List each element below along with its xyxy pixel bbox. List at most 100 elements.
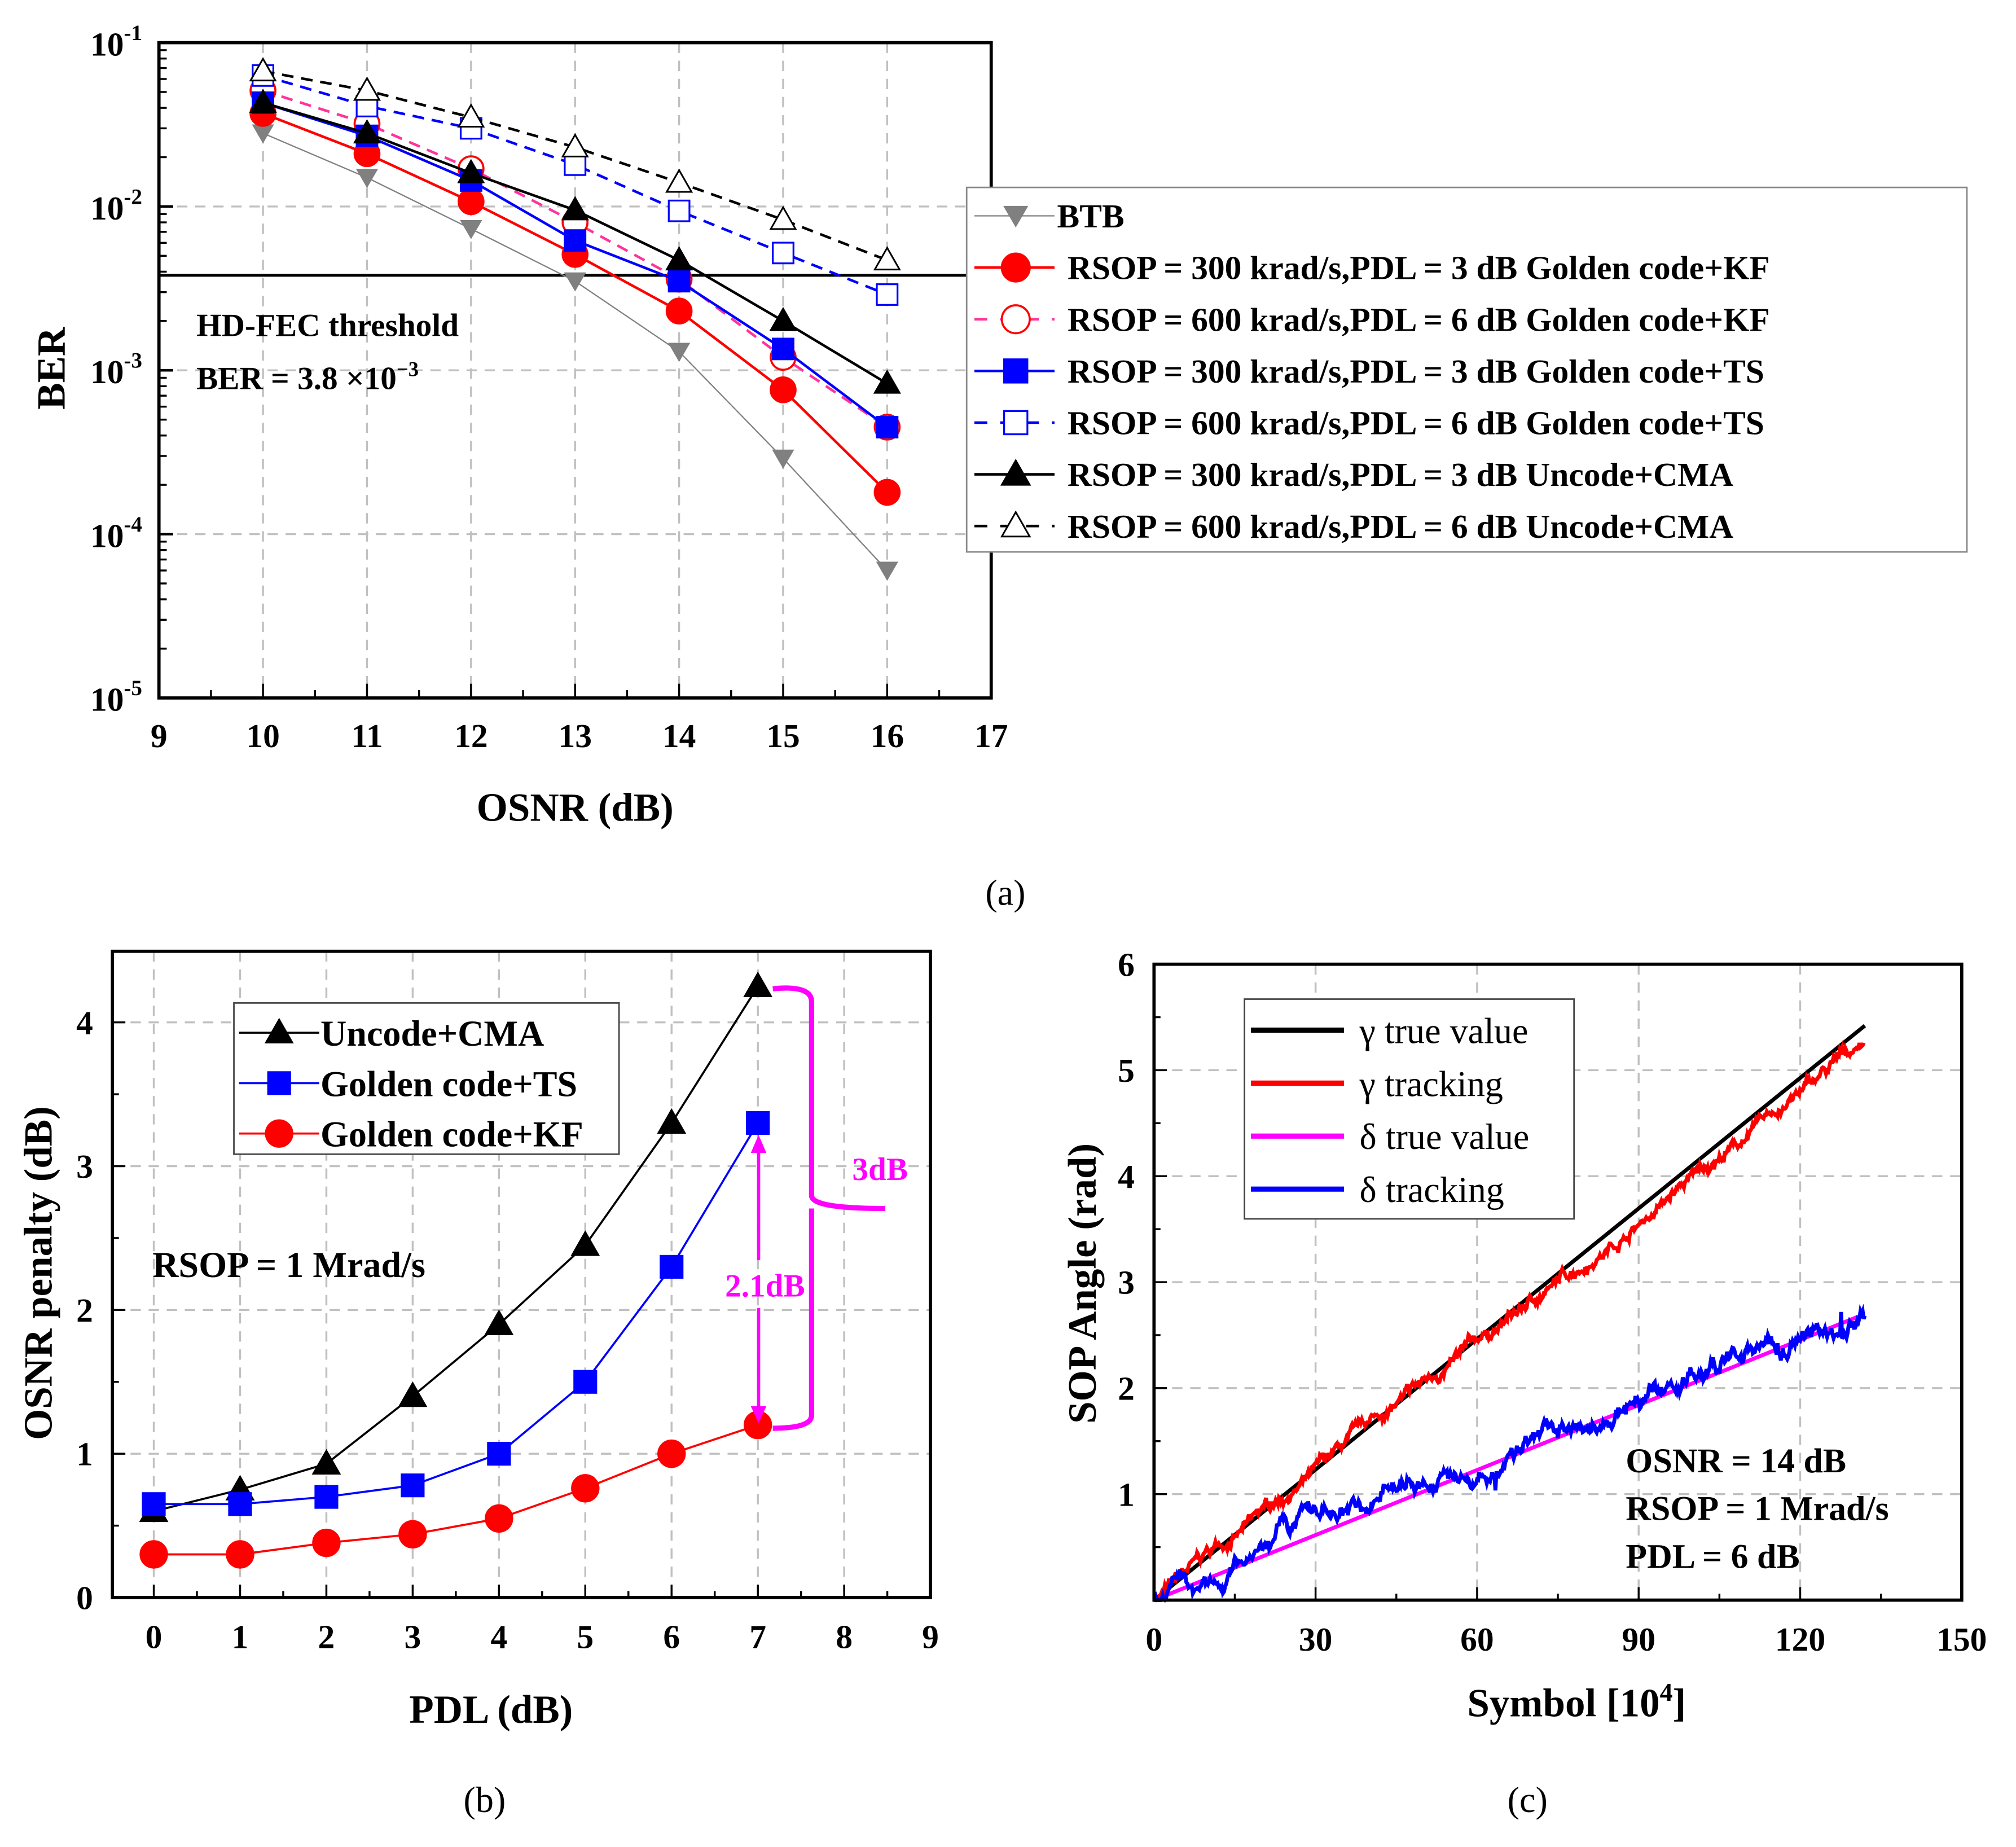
legend-marker (264, 1017, 294, 1044)
y-tick-label: 10-3 (90, 349, 142, 391)
condition-annotation: OSNR = 14 dB (1626, 1442, 1846, 1480)
data-point (657, 1108, 687, 1134)
data-point (353, 119, 381, 144)
data-point (485, 1504, 513, 1533)
series-line (153, 1424, 758, 1556)
legend-marker (1003, 410, 1029, 436)
series-line (153, 986, 759, 1512)
x-tick-label: 13 (558, 717, 592, 754)
x-tick-label: 9 (151, 717, 168, 754)
data-point (772, 242, 794, 265)
y-tick-exponent: -1 (124, 21, 142, 45)
plot-frame (1152, 962, 1964, 1602)
legend-box (1244, 998, 1575, 1220)
data-point (311, 1449, 341, 1475)
y-tick-base: 10 (90, 517, 124, 554)
x-axis-label-exponent: 4 (1660, 1678, 1673, 1706)
y-tick-label: 5 (1118, 1052, 1135, 1089)
legend-label: Golden code+KF (320, 1115, 583, 1155)
data-point (746, 1111, 770, 1135)
data-point (769, 306, 797, 331)
data-point (457, 103, 485, 128)
x-tick-label: 9 (922, 1618, 939, 1655)
legend-marker (267, 1071, 291, 1095)
data-point (876, 283, 899, 306)
condition-annotation: RSOP = 1 Mrad/s (1626, 1490, 1888, 1528)
data-point (667, 343, 691, 362)
x-tick-label: 17 (974, 717, 1008, 754)
legend-marker (1000, 252, 1031, 283)
legend-marker (1003, 358, 1029, 384)
x-tick-label: 150 (1936, 1621, 1987, 1658)
y-tick-label: 10-1 (90, 21, 142, 63)
series-2 (139, 1410, 772, 1569)
data-point (561, 196, 589, 221)
x-axis-label: Symbol [104] (1467, 1678, 1686, 1725)
x-tick-label: 12 (454, 717, 488, 754)
y-tick-exponent: -2 (124, 185, 142, 209)
legend-label: Golden code+TS (320, 1064, 577, 1104)
legend-label: RSOP = 600 krad/s,PDL = 6 dB Golden code… (1068, 405, 1764, 442)
data-point (873, 246, 901, 271)
threshold-label: HD-FEC threshold (196, 308, 459, 344)
y-tick-exponent: -3 (124, 349, 142, 373)
y-tick-label: 4 (76, 1004, 93, 1041)
caption-a: (a) (985, 872, 1025, 912)
data-point (312, 1528, 341, 1558)
data-point (772, 337, 794, 361)
y-tick-label: 1 (1118, 1476, 1135, 1513)
x-axis-label: PDL (dB) (409, 1688, 573, 1732)
data-point (665, 168, 693, 193)
data-point (665, 297, 693, 325)
y-tick-base: 10 (90, 353, 124, 391)
plot-frame (111, 949, 932, 1599)
x-tick-label: 8 (836, 1618, 853, 1655)
y-tick-label: 10-5 (90, 676, 142, 718)
legend-label: δ tracking (1359, 1170, 1504, 1210)
legend-label: BTB (1057, 198, 1125, 235)
rsop-annotation: RSOP = 1 Mrad/s (152, 1245, 425, 1285)
series-4 (252, 64, 899, 306)
x-axis-label: OSNR (dB) (477, 786, 674, 830)
legend-label: δ true value (1359, 1117, 1529, 1157)
chart-b-osnr-penalty-vs-pdl: 2.1dB 3dB RSOP = 1 Mrad/s Uncode+CMA Golden … (17, 949, 939, 1820)
y-tick-base: 10 (90, 190, 124, 227)
x-tick-label: 15 (766, 717, 800, 754)
chart-c-sop-angle-tracking: γ true value γ tracking δ true value δ trac… (1061, 946, 1987, 1820)
data-point (142, 1492, 166, 1516)
data-point (398, 1520, 427, 1549)
y-tick-label: 3 (1118, 1264, 1135, 1301)
y-axis-label: BER (30, 327, 74, 410)
data-point (564, 272, 586, 292)
data-point (564, 153, 587, 176)
data-point (571, 1474, 600, 1503)
legend-label: RSOP = 600 krad/s,PDL = 6 dB Uncode+CMA (1068, 508, 1733, 545)
x-tick-label: 0 (1145, 1621, 1162, 1658)
y-tick-label: 10-2 (90, 185, 142, 226)
legend-box (965, 186, 1968, 553)
series-0 (252, 124, 898, 581)
data-point (355, 169, 379, 188)
x-tick-label: 10 (246, 717, 280, 754)
data-point (667, 270, 691, 293)
legend-marker (1000, 458, 1031, 486)
data-point (876, 415, 899, 438)
x-tick-label: 60 (1460, 1621, 1494, 1658)
x-tick-label: 16 (871, 717, 904, 754)
data-point (570, 1230, 600, 1256)
x-tick-label: 120 (1775, 1621, 1825, 1658)
legend-label: RSOP = 300 krad/s,PDL = 3 dB Uncode+CMA (1068, 456, 1733, 493)
data-point (657, 1439, 686, 1468)
series-line-1 (1154, 1040, 1866, 1602)
series-line-2 (1153, 1312, 1866, 1602)
legend-label: γ tracking (1359, 1064, 1503, 1104)
data-point (564, 229, 587, 252)
data-point (743, 971, 773, 998)
legend-marker (265, 1119, 293, 1148)
x-tick-label: 11 (351, 717, 383, 754)
x-tick-label: 14 (662, 717, 696, 754)
chart-a-ber-vs-osnr: 9 10 11 12 13 14 15 16 1710-110-210-310-410-5OSN… (30, 21, 1968, 912)
x-tick-label: 4 (490, 1618, 507, 1655)
brace-3db (772, 985, 885, 1431)
